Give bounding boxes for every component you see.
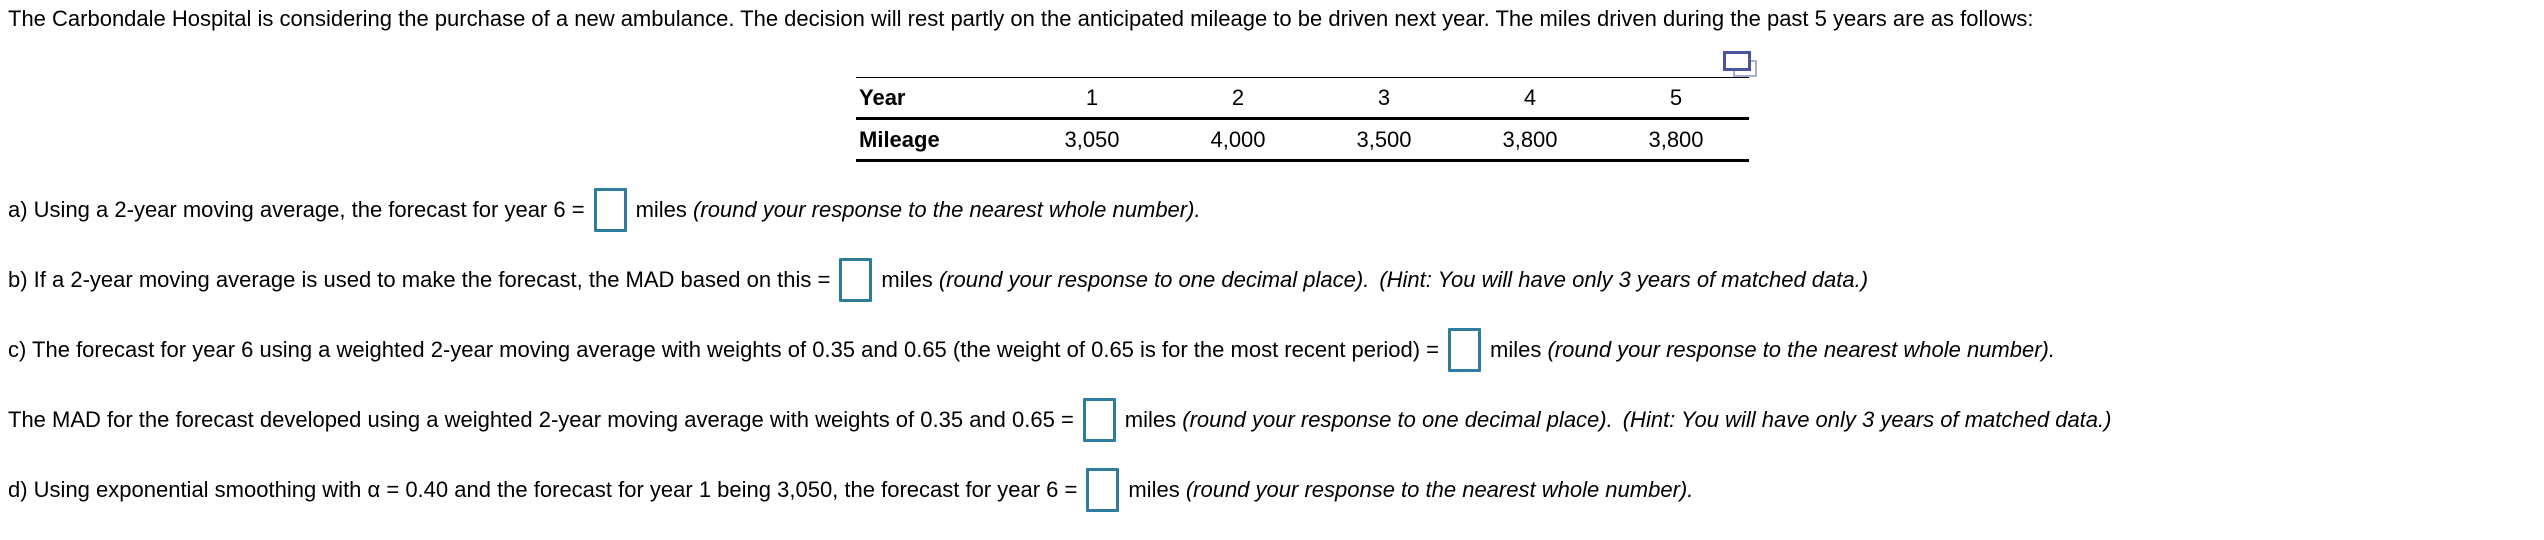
year-cell-3: 3: [1311, 77, 1457, 120]
question-weighted-mad: The MAD for the forecast developed using…: [8, 397, 2111, 443]
answer-input-b[interactable]: [839, 258, 873, 302]
year-cell-5: 5: [1603, 77, 1749, 120]
miles-label: miles: [1128, 477, 1180, 502]
question-b: b) If a 2-year moving average is used to…: [8, 257, 1868, 303]
round-instruction: (round your response to the nearest whol…: [1185, 477, 1694, 502]
question-weighted-mad-tail: miles (round your response to one decima…: [1125, 407, 2112, 433]
mileage-cell-5: 3,800: [1603, 118, 1749, 162]
question-b-tail: miles (round your response to one decima…: [881, 267, 1868, 293]
miles-label: miles: [1490, 337, 1542, 362]
question-c-text: c) The forecast for year 6 using a weigh…: [8, 337, 1439, 362]
year-cell-1: 1: [1019, 77, 1165, 120]
mileage-table: Year 1 2 3 4 5 Mileage 3,050 4,000 3,500…: [856, 77, 1749, 162]
duplicate-icon-front-rect: [1723, 51, 1751, 71]
mileage-cell-2: 4,000: [1165, 118, 1311, 162]
question-a-tail: miles (round your response to the neares…: [636, 197, 1201, 223]
miles-label: miles: [881, 267, 933, 292]
answer-input-weighted-mad[interactable]: [1082, 398, 1116, 442]
hint-text: (Hint: You will have only 3 years of mat…: [1379, 267, 1869, 292]
mileage-row-label: Mileage: [856, 118, 1019, 162]
mileage-cell-3: 3,500: [1311, 118, 1457, 162]
answer-input-c[interactable]: [1448, 328, 1481, 372]
question-d-text: d) Using exponential smoothing with α = …: [8, 477, 1078, 502]
duplicate-question-icon[interactable]: [1723, 51, 1759, 79]
question-a-text: a) Using a 2-year moving average, the fo…: [8, 197, 585, 222]
year-cell-4: 4: [1457, 77, 1603, 120]
year-row-label: Year: [856, 77, 1019, 120]
round-instruction: (round your response to the nearest whol…: [1547, 337, 2055, 362]
question-c-tail: miles (round your response to the neares…: [1490, 337, 2055, 363]
mileage-cell-4: 3,800: [1457, 118, 1603, 162]
question-c: c) The forecast for year 6 using a weigh…: [8, 327, 2055, 373]
answer-input-a[interactable]: [593, 188, 627, 232]
hint-text: (Hint: You will have only 3 years of mat…: [1622, 407, 2112, 432]
round-instruction: (round your response to the nearest whol…: [693, 197, 1201, 222]
year-cell-2: 2: [1165, 77, 1311, 120]
miles-label: miles: [635, 197, 687, 222]
answer-input-d[interactable]: [1086, 468, 1120, 512]
round-instruction: (round your response to one decimal plac…: [938, 267, 1370, 292]
question-a: a) Using a 2-year moving average, the fo…: [8, 187, 1201, 233]
question-d: d) Using exponential smoothing with α = …: [8, 467, 1693, 513]
round-instruction: (round your response to one decimal plac…: [1182, 407, 1613, 432]
question-d-tail: miles (round your response to the neares…: [1128, 477, 1693, 503]
mileage-cell-1: 3,050: [1019, 118, 1165, 162]
table-row-mileage: Mileage 3,050 4,000 3,500 3,800 3,800: [856, 118, 1749, 162]
miles-label: miles: [1124, 407, 1177, 432]
question-b-text: b) If a 2-year moving average is used to…: [8, 267, 831, 292]
question-weighted-mad-text: The MAD for the forecast developed using…: [8, 407, 1074, 432]
problem-statement: The Carbondale Hospital is considering t…: [8, 6, 2034, 31]
table-row-year: Year 1 2 3 4 5: [856, 77, 1749, 120]
